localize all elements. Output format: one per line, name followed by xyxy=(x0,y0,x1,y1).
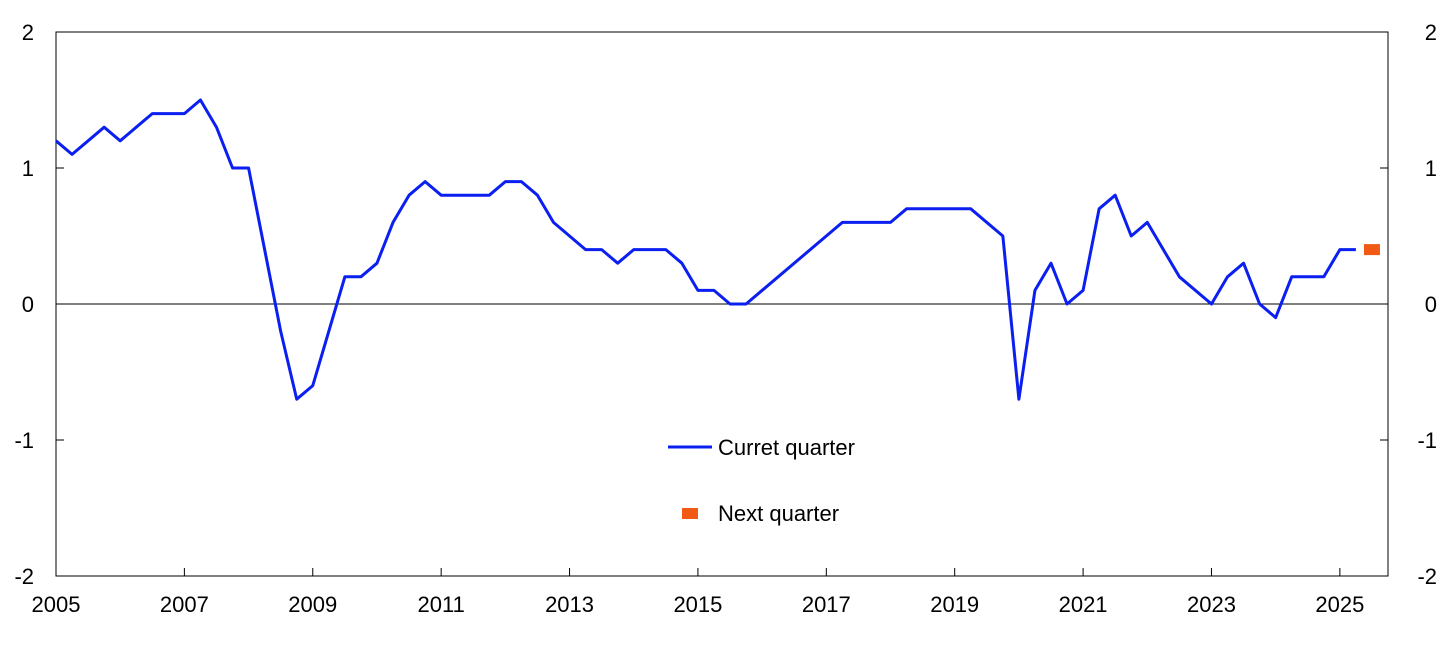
y-tick-label-left: 0 xyxy=(22,292,34,317)
x-tick-label: 2011 xyxy=(418,592,465,617)
y-tick-label-left: 1 xyxy=(22,156,34,181)
y-tick-label-right: 2 xyxy=(1425,20,1437,45)
y-axis-left: 2 1 0 -1 -2 xyxy=(14,20,64,589)
y-tick-label-left: -2 xyxy=(14,564,34,589)
legend-swatch-next-quarter xyxy=(682,508,698,519)
series-marker-next-quarter xyxy=(1363,244,1380,256)
x-tick-label: 2015 xyxy=(673,592,722,617)
series xyxy=(55,98,1380,401)
x-tick-label: 2013 xyxy=(545,592,594,617)
x-tick-label: 2017 xyxy=(802,592,851,617)
legend-label-next-quarter: Next quarter xyxy=(718,501,839,526)
y-tick-label-right: 1 xyxy=(1425,156,1437,181)
legend: Curret quarter Next quarter xyxy=(668,435,855,526)
x-tick-label: 2019 xyxy=(930,592,979,617)
legend-label-current-quarter: Curret quarter xyxy=(718,435,855,460)
y-axis-right: 2 1 0 -1 -2 xyxy=(1380,20,1437,589)
y-tick-label-right: -2 xyxy=(1417,564,1437,589)
y-tick-label-left: -1 xyxy=(14,428,34,453)
y-tick-label-right: -1 xyxy=(1417,428,1437,453)
x-tick-label: 2023 xyxy=(1187,592,1236,617)
series-line-current-quarter xyxy=(55,98,1356,401)
y-tick-label-left: 2 xyxy=(22,20,34,45)
x-tick-label: 2007 xyxy=(160,592,209,617)
x-tick-label: 2005 xyxy=(32,592,81,617)
y-tick-label-right: 0 xyxy=(1425,292,1437,317)
x-axis: 2005 2007 2009 2011 2013 2015 2017 2019 2021 2023… xyxy=(32,568,1364,617)
x-tick-label: 2021 xyxy=(1059,592,1108,617)
x-tick-label: 2009 xyxy=(288,592,337,617)
x-tick-label: 2025 xyxy=(1315,592,1364,617)
